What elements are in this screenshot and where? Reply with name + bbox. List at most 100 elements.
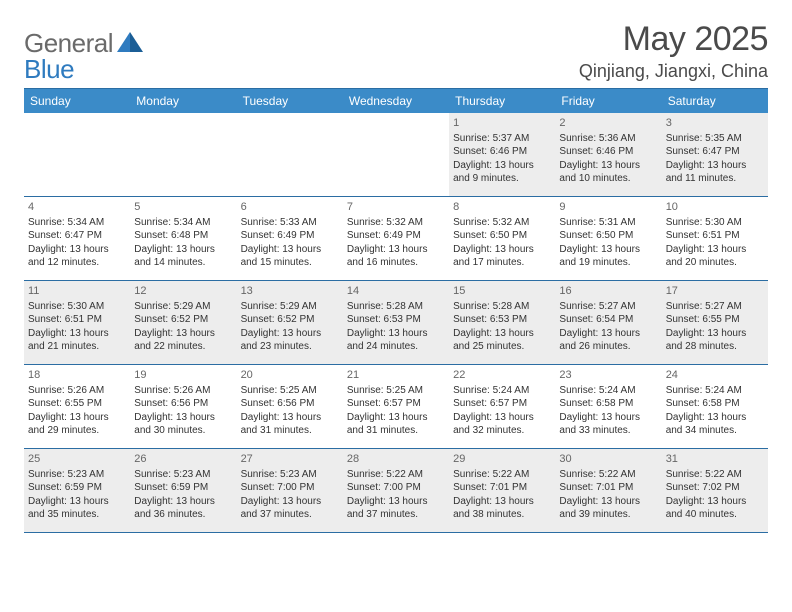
day-cell: 12Sunrise: 5:29 AMSunset: 6:52 PMDayligh… (130, 281, 236, 364)
day-number: 13 (241, 284, 339, 299)
day-cell: 4Sunrise: 5:34 AMSunset: 6:47 PMDaylight… (24, 197, 130, 280)
sunrise-line: Sunrise: 5:22 AM (559, 468, 657, 482)
brand-blue-wrap: Blue (24, 54, 74, 85)
daylight-line: Daylight: 13 hours and 29 minutes. (28, 411, 126, 438)
day-number: 22 (453, 368, 551, 383)
empty-cell (343, 113, 449, 196)
day-number: 31 (666, 452, 764, 467)
daylight-line: Daylight: 13 hours and 28 minutes. (666, 327, 764, 354)
sunset-line: Sunset: 6:50 PM (453, 229, 551, 243)
day-number: 27 (241, 452, 339, 467)
sunrise-line: Sunrise: 5:36 AM (559, 132, 657, 146)
day-cell: 7Sunrise: 5:32 AMSunset: 6:49 PMDaylight… (343, 197, 449, 280)
day-cell: 26Sunrise: 5:23 AMSunset: 6:59 PMDayligh… (130, 449, 236, 532)
day-cell: 10Sunrise: 5:30 AMSunset: 6:51 PMDayligh… (662, 197, 768, 280)
sunset-line: Sunset: 6:49 PM (241, 229, 339, 243)
sunset-line: Sunset: 6:46 PM (559, 145, 657, 159)
day-cell: 23Sunrise: 5:24 AMSunset: 6:58 PMDayligh… (555, 365, 661, 448)
sunrise-line: Sunrise: 5:34 AM (134, 216, 232, 230)
sunrise-line: Sunrise: 5:32 AM (347, 216, 445, 230)
sunset-line: Sunset: 6:53 PM (453, 313, 551, 327)
sunset-line: Sunset: 7:00 PM (347, 481, 445, 495)
daylight-line: Daylight: 13 hours and 20 minutes. (666, 243, 764, 270)
sunrise-line: Sunrise: 5:34 AM (28, 216, 126, 230)
sunset-line: Sunset: 7:01 PM (453, 481, 551, 495)
day-number: 1 (453, 116, 551, 131)
daylight-line: Daylight: 13 hours and 23 minutes. (241, 327, 339, 354)
sunrise-line: Sunrise: 5:25 AM (347, 384, 445, 398)
daylight-line: Daylight: 13 hours and 11 minutes. (666, 159, 764, 186)
day-number: 6 (241, 200, 339, 215)
sunrise-line: Sunrise: 5:32 AM (453, 216, 551, 230)
empty-cell (130, 113, 236, 196)
sunrise-line: Sunrise: 5:22 AM (666, 468, 764, 482)
day-number: 14 (347, 284, 445, 299)
sunset-line: Sunset: 6:53 PM (347, 313, 445, 327)
sunrise-line: Sunrise: 5:23 AM (241, 468, 339, 482)
sunset-line: Sunset: 6:49 PM (347, 229, 445, 243)
sunrise-line: Sunrise: 5:28 AM (453, 300, 551, 314)
day-cell: 27Sunrise: 5:23 AMSunset: 7:00 PMDayligh… (237, 449, 343, 532)
daylight-line: Daylight: 13 hours and 38 minutes. (453, 495, 551, 522)
sunset-line: Sunset: 6:52 PM (134, 313, 232, 327)
sunset-line: Sunset: 7:00 PM (241, 481, 339, 495)
day-number: 10 (666, 200, 764, 215)
sunrise-line: Sunrise: 5:23 AM (134, 468, 232, 482)
sunrise-line: Sunrise: 5:28 AM (347, 300, 445, 314)
day-cell: 20Sunrise: 5:25 AMSunset: 6:56 PMDayligh… (237, 365, 343, 448)
daylight-line: Daylight: 13 hours and 14 minutes. (134, 243, 232, 270)
sunset-line: Sunset: 6:51 PM (666, 229, 764, 243)
daylight-line: Daylight: 13 hours and 30 minutes. (134, 411, 232, 438)
day-cell: 31Sunrise: 5:22 AMSunset: 7:02 PMDayligh… (662, 449, 768, 532)
day-number: 2 (559, 116, 657, 131)
brand-text-2: Blue (24, 54, 74, 84)
location-label: Qinjiang, Jiangxi, China (579, 61, 768, 82)
sunset-line: Sunset: 6:55 PM (666, 313, 764, 327)
dow-cell: Monday (130, 89, 236, 113)
sunrise-line: Sunrise: 5:29 AM (134, 300, 232, 314)
day-number: 8 (453, 200, 551, 215)
day-cell: 5Sunrise: 5:34 AMSunset: 6:48 PMDaylight… (130, 197, 236, 280)
sunrise-line: Sunrise: 5:24 AM (666, 384, 764, 398)
daylight-line: Daylight: 13 hours and 31 minutes. (347, 411, 445, 438)
sunset-line: Sunset: 6:57 PM (347, 397, 445, 411)
day-cell: 19Sunrise: 5:26 AMSunset: 6:56 PMDayligh… (130, 365, 236, 448)
sunset-line: Sunset: 6:59 PM (134, 481, 232, 495)
day-cell: 3Sunrise: 5:35 AMSunset: 6:47 PMDaylight… (662, 113, 768, 196)
sunrise-line: Sunrise: 5:24 AM (559, 384, 657, 398)
day-cell: 29Sunrise: 5:22 AMSunset: 7:01 PMDayligh… (449, 449, 555, 532)
day-number: 20 (241, 368, 339, 383)
day-cell: 28Sunrise: 5:22 AMSunset: 7:00 PMDayligh… (343, 449, 449, 532)
day-cell: 9Sunrise: 5:31 AMSunset: 6:50 PMDaylight… (555, 197, 661, 280)
daylight-line: Daylight: 13 hours and 21 minutes. (28, 327, 126, 354)
sunset-line: Sunset: 7:01 PM (559, 481, 657, 495)
day-number: 18 (28, 368, 126, 383)
daylight-line: Daylight: 13 hours and 25 minutes. (453, 327, 551, 354)
day-number: 29 (453, 452, 551, 467)
sunrise-line: Sunrise: 5:26 AM (134, 384, 232, 398)
day-number: 26 (134, 452, 232, 467)
day-cell: 22Sunrise: 5:24 AMSunset: 6:57 PMDayligh… (449, 365, 555, 448)
day-cell: 2Sunrise: 5:36 AMSunset: 6:46 PMDaylight… (555, 113, 661, 196)
sunrise-line: Sunrise: 5:27 AM (666, 300, 764, 314)
daylight-line: Daylight: 13 hours and 24 minutes. (347, 327, 445, 354)
day-number: 12 (134, 284, 232, 299)
sunrise-line: Sunrise: 5:27 AM (559, 300, 657, 314)
day-cell: 6Sunrise: 5:33 AMSunset: 6:49 PMDaylight… (237, 197, 343, 280)
day-cell: 17Sunrise: 5:27 AMSunset: 6:55 PMDayligh… (662, 281, 768, 364)
sunset-line: Sunset: 6:56 PM (134, 397, 232, 411)
daylight-line: Daylight: 13 hours and 12 minutes. (28, 243, 126, 270)
day-number: 3 (666, 116, 764, 131)
sunset-line: Sunset: 6:58 PM (559, 397, 657, 411)
day-cell: 11Sunrise: 5:30 AMSunset: 6:51 PMDayligh… (24, 281, 130, 364)
empty-cell (24, 113, 130, 196)
dow-cell: Friday (555, 89, 661, 113)
daylight-line: Daylight: 13 hours and 40 minutes. (666, 495, 764, 522)
day-cell: 18Sunrise: 5:26 AMSunset: 6:55 PMDayligh… (24, 365, 130, 448)
sunrise-line: Sunrise: 5:25 AM (241, 384, 339, 398)
day-number: 25 (28, 452, 126, 467)
sunset-line: Sunset: 6:56 PM (241, 397, 339, 411)
day-number: 7 (347, 200, 445, 215)
daylight-line: Daylight: 13 hours and 37 minutes. (241, 495, 339, 522)
day-number: 21 (347, 368, 445, 383)
